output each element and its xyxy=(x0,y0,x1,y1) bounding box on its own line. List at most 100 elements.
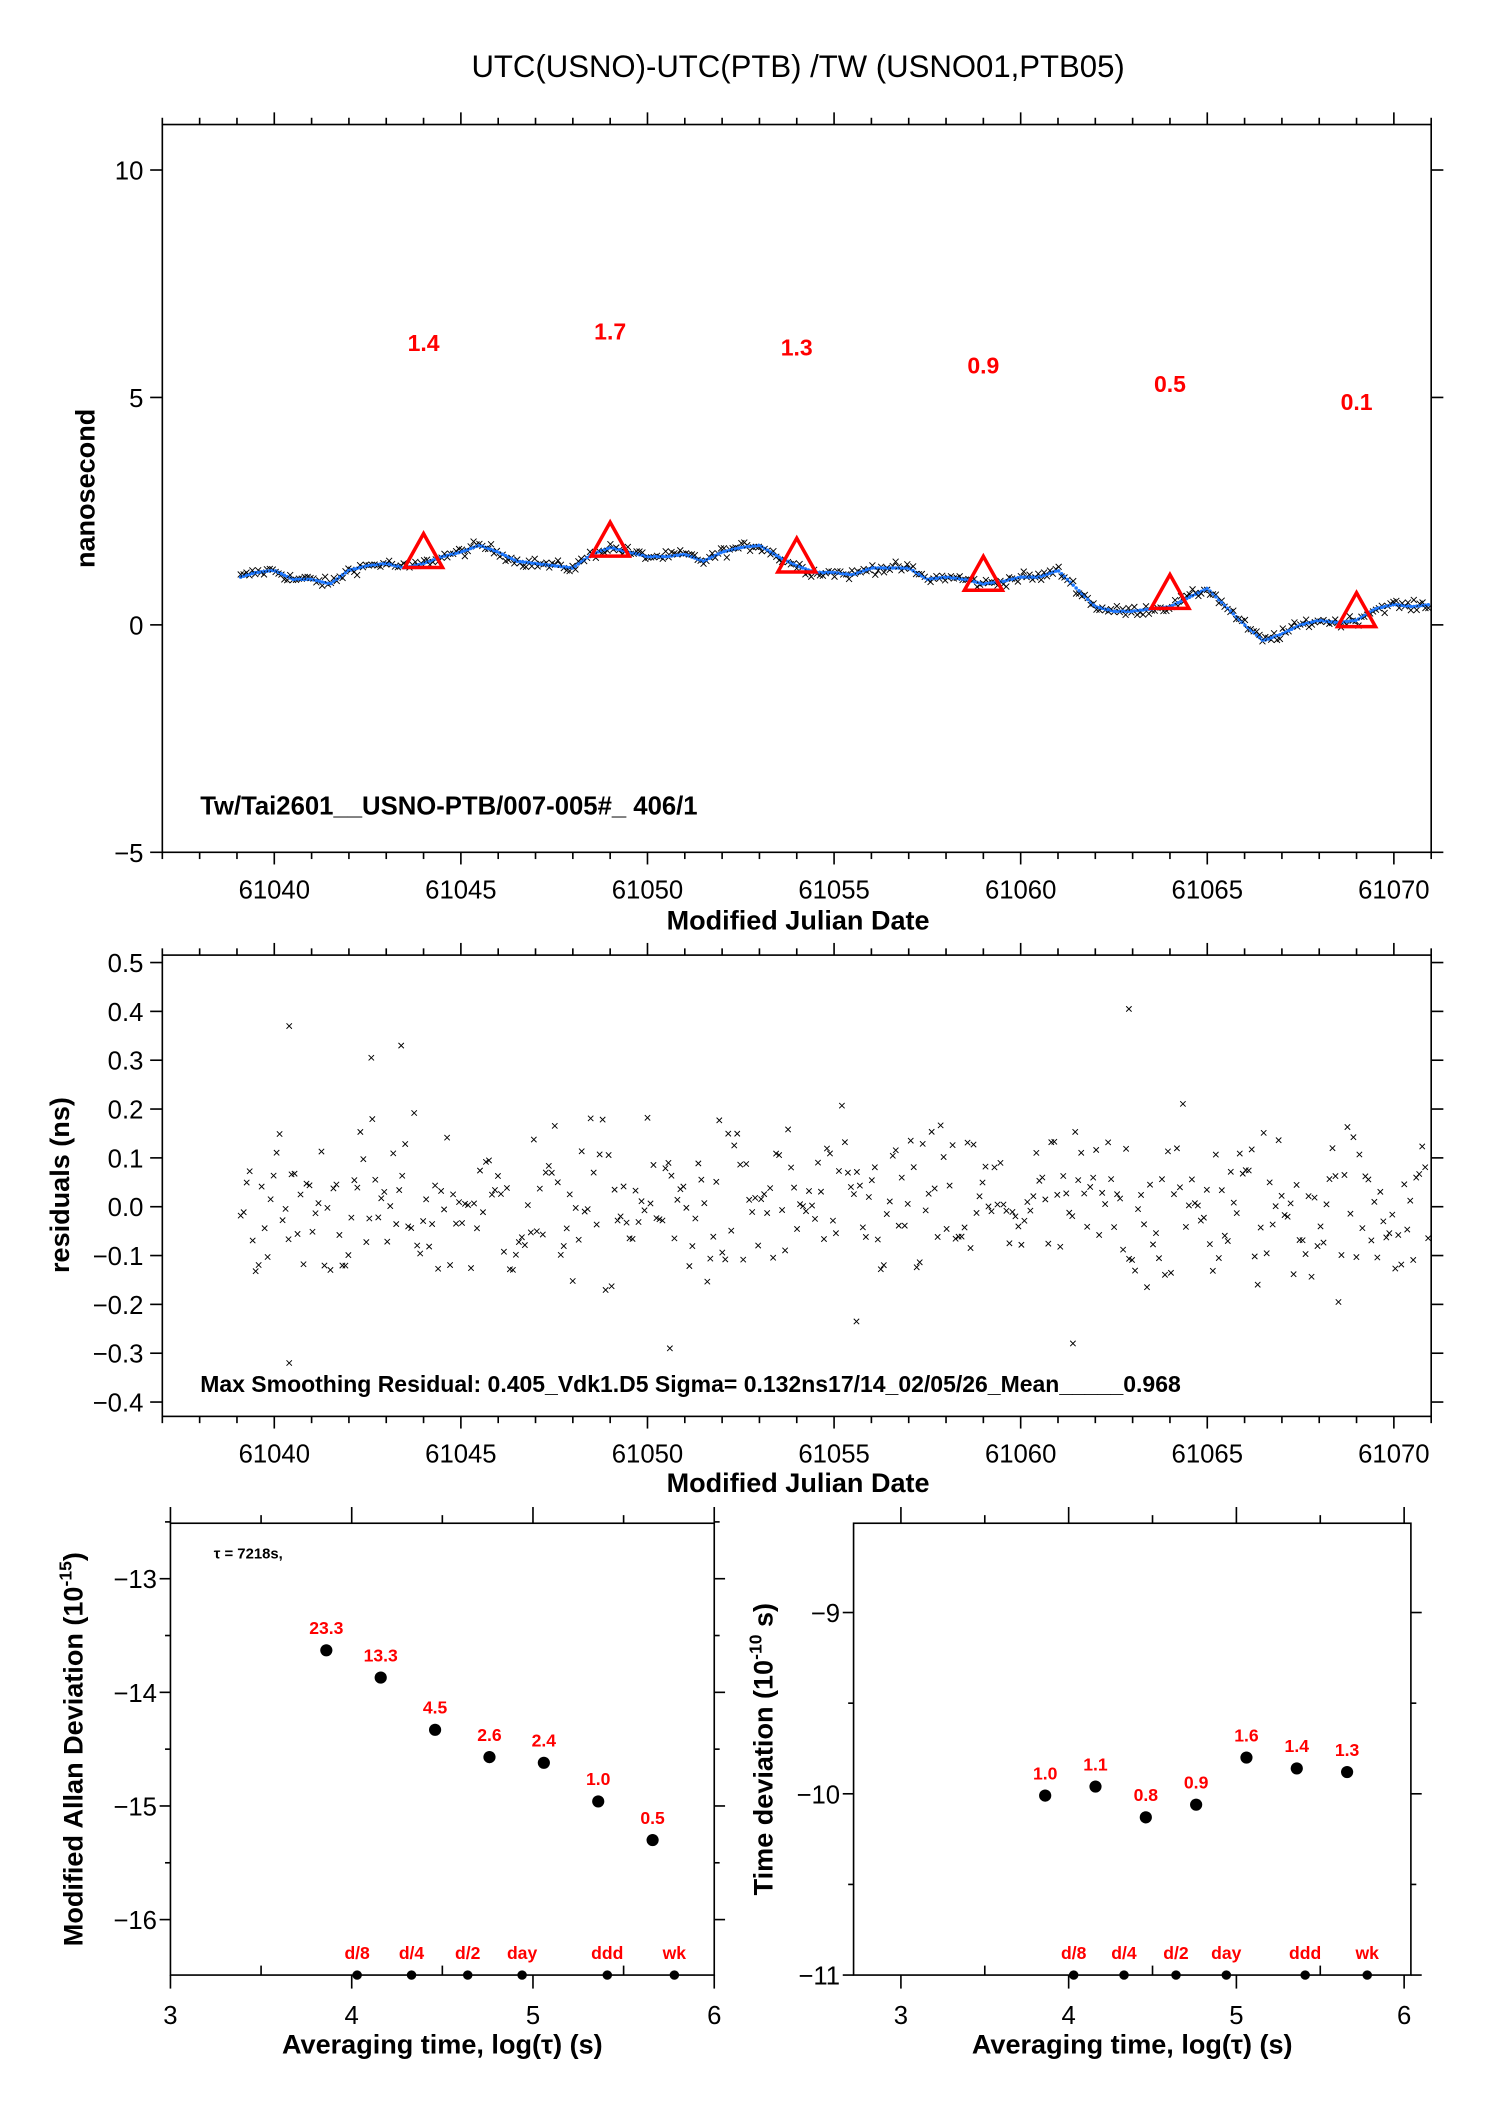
smoothed-point xyxy=(1071,583,1075,587)
smoothed-point xyxy=(1077,589,1081,593)
residual-frame xyxy=(161,954,1432,1418)
raw-point xyxy=(1197,590,1205,597)
smoothed-point xyxy=(1132,609,1137,613)
residual-point xyxy=(312,1210,319,1217)
residual-point xyxy=(1326,1176,1333,1183)
mdev-value-label: 2.6 xyxy=(477,1725,502,1745)
residual-point xyxy=(450,1191,457,1198)
residual-point xyxy=(886,1198,893,1205)
residual-point xyxy=(1368,1237,1375,1244)
residual-point xyxy=(1072,1128,1079,1135)
residual-point xyxy=(1123,1145,1130,1152)
x-tick-label: 61070 xyxy=(1358,876,1429,904)
y-tick-label: 0.1 xyxy=(108,1145,144,1173)
residual-point xyxy=(536,1185,543,1192)
raw-point xyxy=(321,573,329,581)
reference-mark xyxy=(462,1970,473,1980)
residual-point xyxy=(447,1262,454,1269)
residual-point xyxy=(770,1254,777,1261)
x-tick-label: 5 xyxy=(526,2002,540,2030)
residual-point xyxy=(315,1200,322,1207)
residual-point xyxy=(946,1182,953,1189)
smoothed-point xyxy=(1243,623,1247,627)
smoothed-point xyxy=(538,562,543,566)
smoothed-point xyxy=(631,551,636,556)
residual-point xyxy=(1158,1176,1166,1183)
raw-point xyxy=(531,555,539,563)
residual-point xyxy=(1374,1254,1381,1261)
raw-point xyxy=(903,560,911,568)
residual-point xyxy=(1290,1271,1297,1278)
residual-point xyxy=(967,1244,974,1252)
smoothed-point xyxy=(326,581,330,586)
x-tick-label: 3 xyxy=(163,2002,177,2030)
residual-point xyxy=(919,1140,926,1147)
residual-point xyxy=(351,1177,358,1184)
reference-label: wk xyxy=(662,1943,687,1963)
smoothed-point xyxy=(1138,608,1142,613)
residual-point xyxy=(1042,1196,1049,1203)
residual-point xyxy=(1117,1195,1124,1202)
residual-point xyxy=(844,1169,851,1176)
residual-point xyxy=(1263,1250,1270,1257)
reference-label: d/2 xyxy=(1163,1943,1189,1963)
residual-point xyxy=(880,1262,887,1269)
residual-point xyxy=(1129,1256,1136,1263)
residual-point xyxy=(1015,1223,1022,1230)
tdev-value-label: 1.1 xyxy=(1083,1754,1108,1774)
residual-point xyxy=(746,1196,753,1203)
residual-xlabel: Modified Julian Date xyxy=(667,1468,930,1498)
raw-point xyxy=(831,573,838,580)
smoothed-point xyxy=(509,556,514,561)
reference-mark xyxy=(352,1970,362,1980)
residual-point xyxy=(737,1161,744,1168)
y-tick-label: −5 xyxy=(114,840,143,868)
mdev-value-label: 2.4 xyxy=(532,1731,557,1751)
residual-point xyxy=(1203,1186,1210,1193)
reference-label: d/8 xyxy=(1061,1943,1087,1963)
residual-point xyxy=(318,1148,325,1155)
smoothed-point xyxy=(1030,575,1035,579)
smoothed-point xyxy=(463,548,467,553)
residual-point xyxy=(991,1164,998,1171)
tdev-value-label: 0.9 xyxy=(1184,1772,1209,1792)
residual-point xyxy=(1114,1191,1121,1198)
residual-point xyxy=(1278,1192,1285,1199)
residual-point xyxy=(1054,1191,1061,1198)
residual-point xyxy=(680,1183,687,1190)
raw-point xyxy=(1020,568,1028,575)
residual-point xyxy=(650,1161,657,1169)
residual-point xyxy=(467,1265,475,1272)
residual-point xyxy=(758,1196,765,1203)
residual-point xyxy=(782,1247,789,1254)
residual-point xyxy=(785,1126,792,1133)
residual-point xyxy=(1401,1181,1408,1188)
smoothed-point xyxy=(902,566,907,570)
smoothed-point xyxy=(888,566,892,570)
smoothed-point xyxy=(684,553,688,557)
residual-point xyxy=(411,1109,418,1117)
phase-xlabel: Modified Julian Date xyxy=(667,905,930,935)
tdev-value-label: 1.0 xyxy=(1033,1763,1058,1783)
smoothed-point xyxy=(1039,574,1043,579)
residual-point xyxy=(1182,1223,1189,1230)
tdev-value-label: 1.3 xyxy=(1335,1740,1360,1760)
residual-point xyxy=(1111,1224,1118,1231)
residual-point xyxy=(1161,1271,1169,1278)
residual-point xyxy=(1033,1149,1040,1156)
raw-point xyxy=(711,554,719,561)
residual-point xyxy=(913,1264,920,1271)
marker-label: 0.1 xyxy=(1341,389,1373,415)
x-tick-label: 6 xyxy=(707,2002,721,2030)
residual-point xyxy=(575,1236,582,1243)
residual-point xyxy=(1293,1181,1300,1188)
residual-point xyxy=(1341,1171,1348,1179)
residual-point xyxy=(1245,1167,1252,1174)
mdev-value-label: 4.5 xyxy=(423,1698,448,1718)
smoothed-point xyxy=(460,549,464,554)
residual-point xyxy=(285,1236,292,1243)
smoothed-point xyxy=(928,577,933,581)
smoothed-point xyxy=(1129,609,1134,613)
marker-label: 0.5 xyxy=(1154,371,1186,397)
reference-label: d/4 xyxy=(399,1943,425,1963)
